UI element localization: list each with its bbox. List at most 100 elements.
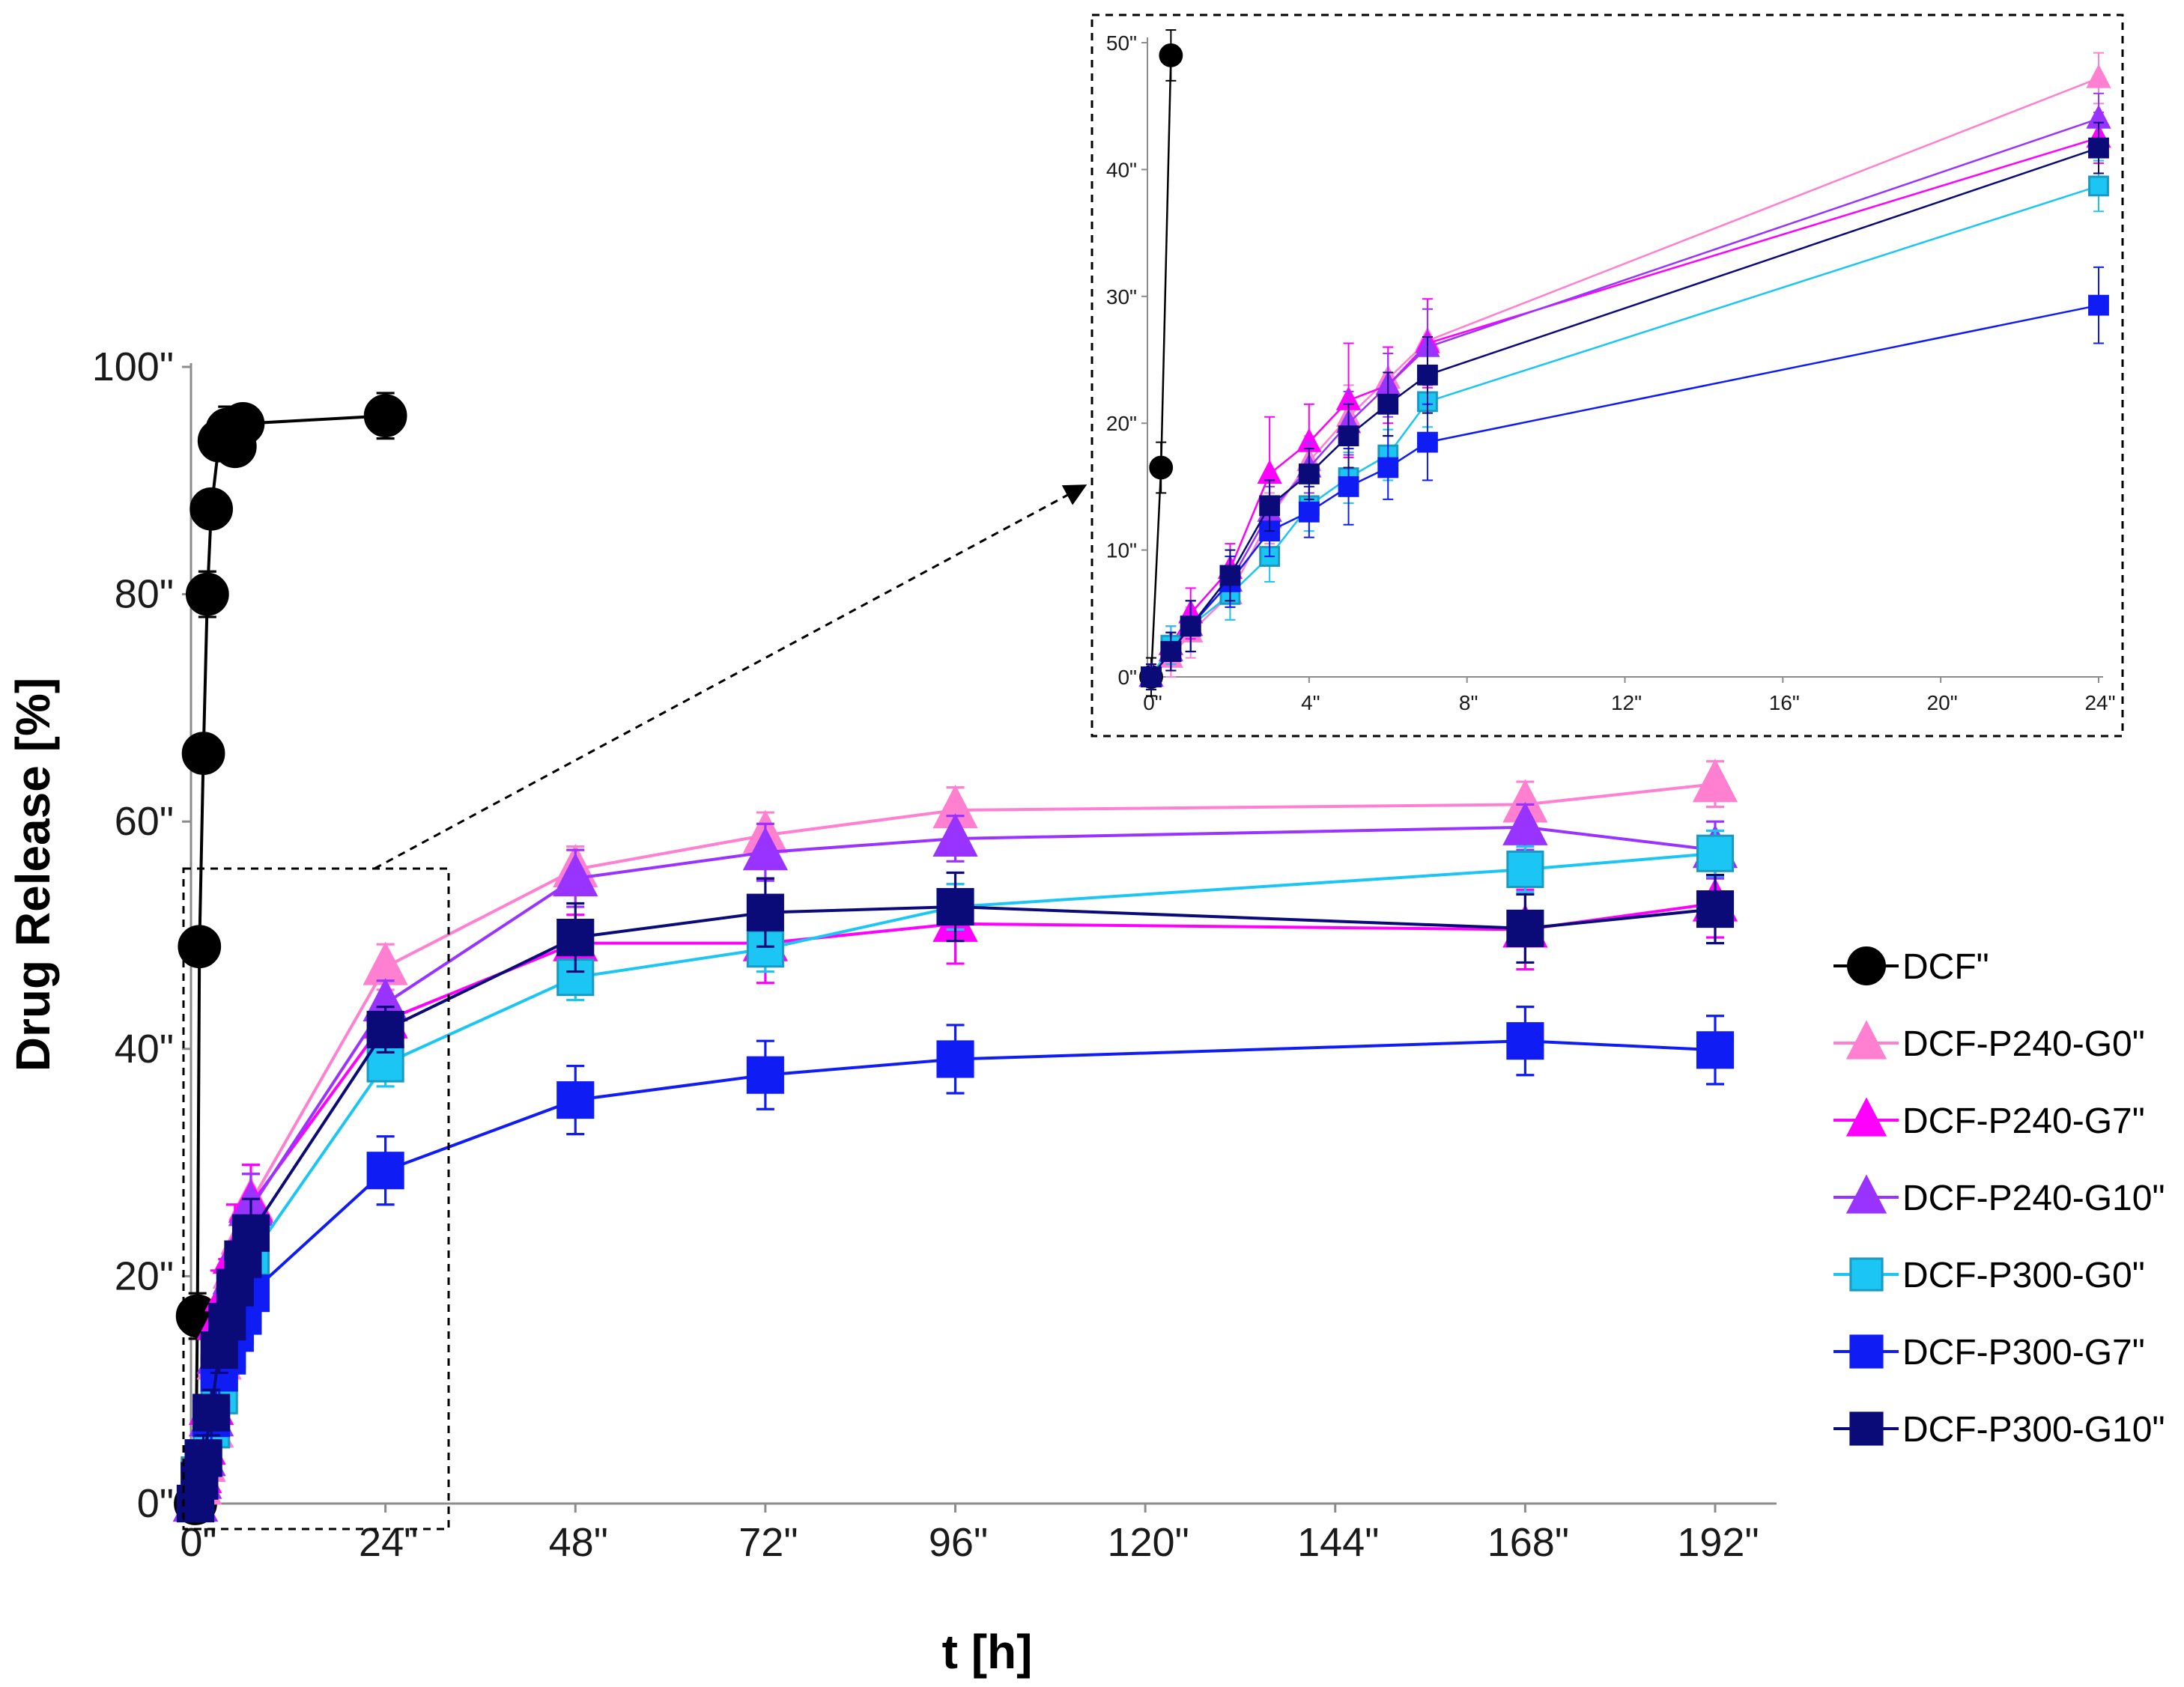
inset-data-point: [1259, 495, 1281, 517]
main-plot-area: [172, 392, 1738, 1525]
main-series-dcf-p240-g7: [172, 868, 1738, 1522]
main-data-point: [936, 1040, 974, 1078]
main-data-point: [1692, 759, 1738, 803]
main-series-line: [194, 905, 1716, 1504]
main-data-point: [1506, 1022, 1544, 1060]
main-data-point: [208, 1303, 246, 1341]
inset-data-point: [1298, 463, 1320, 484]
inset-x-tick-label: 8": [1459, 691, 1478, 714]
inset-x-tick-label: 24": [2084, 691, 2115, 714]
legend-label: DCF-P300-G10": [1902, 1410, 2165, 1450]
zoom-indicators: [182, 484, 1088, 1531]
main-data-point: [936, 887, 974, 926]
legend-label: DCF-P300-G7": [1902, 1333, 2145, 1373]
legend-label: DCF-P240-G0": [1902, 1024, 2145, 1064]
legend-label: DCF-P240-G10": [1902, 1179, 2165, 1218]
inset-data-point: [1141, 666, 1162, 687]
main-data-point: [932, 812, 978, 857]
inset-data-point: [1338, 476, 1359, 497]
main-data-point: [742, 827, 789, 871]
x-axis-title: t [h]: [942, 1625, 1033, 1679]
x-tick-label: 24": [359, 1520, 418, 1565]
main-data-point: [1696, 834, 1735, 872]
x-tick-label: 96": [929, 1520, 988, 1565]
main-data-point: [221, 402, 265, 446]
legend-label: DCF-P300-G0": [1902, 1256, 2145, 1295]
legend-swatch-marker: [1845, 1020, 1887, 1060]
y-tick-label: 100": [92, 344, 174, 389]
legend-swatch-marker: [1849, 1334, 1884, 1369]
main-data-point: [1506, 850, 1544, 889]
inset-data-point: [2088, 175, 2109, 197]
legend-item: DCF": [1833, 946, 1989, 987]
legend-swatch-marker: [1849, 1411, 1884, 1446]
inset-frame: [1091, 13, 2124, 738]
inset-data-point: [1298, 501, 1320, 523]
main-data-point: [556, 918, 595, 957]
main-series-dcf-p300-g7: [176, 1006, 1735, 1523]
legend-swatch-marker: [1849, 1257, 1884, 1292]
main-data-point: [746, 893, 784, 931]
main-data-point: [556, 1081, 595, 1119]
inset-y-tick-label: 40": [1106, 158, 1137, 181]
inset-x-tick-label: 4": [1301, 691, 1320, 714]
y-tick-label: 20": [115, 1253, 174, 1298]
main-series-line: [194, 902, 1716, 1504]
legend-item: DCF-P300-G7": [1833, 1333, 2145, 1373]
legend-swatch-marker: [1845, 1174, 1887, 1214]
legend: DCF" DCF-P240-G0" DCF-P240-G7" DCF-P240-G10…: [1833, 946, 2165, 1450]
inset-plot-area: [1138, 29, 2111, 697]
inset-data-point: [1180, 615, 1201, 637]
legend-label: DCF-P240-G7": [1902, 1101, 2145, 1141]
inset-series-line: [1150, 147, 2099, 678]
y-axis-title: Drug Release [%]: [6, 678, 60, 1072]
legend-swatch-marker: [1847, 946, 1886, 985]
inset-data-point: [2086, 64, 2111, 88]
y-tick-label: 80": [115, 572, 174, 617]
legend-label: DCF": [1902, 947, 1989, 987]
inset-series-dcf-p300-g10: [1141, 121, 2109, 690]
legend-item: DCF-P300-G10": [1833, 1410, 2165, 1450]
main-data-point: [178, 925, 222, 969]
main-data-point: [366, 1152, 404, 1190]
x-tick-label: 0": [180, 1520, 216, 1565]
main-data-point: [366, 1010, 404, 1049]
y-tick-label: 0": [137, 1481, 174, 1526]
main-data-point: [189, 487, 233, 531]
zoom-region-box: [182, 867, 450, 1531]
y-tick-label: 40": [115, 1027, 174, 1072]
main-data-point: [185, 572, 229, 616]
inset-data-point: [1219, 565, 1241, 586]
inset-data-point: [1149, 455, 1174, 480]
inset-data-point: [1159, 43, 1183, 67]
inset-data-point: [1377, 393, 1399, 415]
x-tick-label: 48": [549, 1520, 608, 1565]
x-tick-label: 192": [1677, 1520, 1759, 1565]
main-series-line: [194, 1039, 1716, 1504]
main-data-point: [231, 1214, 270, 1252]
legend-item: DCF-P300-G0": [1833, 1256, 2145, 1295]
inset-data-point: [1377, 457, 1399, 478]
x-tick-label: 144": [1297, 1520, 1379, 1565]
inset-data-point: [1160, 641, 1182, 663]
main-data-point: [1506, 909, 1544, 947]
main-series-dcf-p300-g10: [176, 871, 1735, 1523]
inset-data-point: [2088, 137, 2109, 159]
inset-x-tick-label: 16": [1769, 691, 1800, 714]
inset-data-point: [2088, 294, 2109, 316]
x-tick-label: 120": [1107, 1520, 1189, 1565]
inset-data-point: [1338, 425, 1359, 447]
main-data-point: [746, 1056, 784, 1094]
inset-x-tick-label: 12": [1611, 691, 1642, 714]
inset-y-tick-label: 20": [1106, 412, 1137, 435]
inset-data-point: [1417, 431, 1438, 453]
legend-item: DCF-P240-G7": [1833, 1097, 2145, 1141]
main-data-point: [1696, 890, 1735, 928]
legend-swatch-marker: [1845, 1097, 1887, 1137]
main-data-point: [181, 732, 225, 775]
x-tick-label: 72": [738, 1520, 798, 1565]
inset-data-point: [1417, 364, 1438, 386]
main-data-point: [1502, 801, 1548, 845]
main-data-point: [363, 394, 407, 438]
inset-y-tick-label: 50": [1106, 31, 1137, 55]
